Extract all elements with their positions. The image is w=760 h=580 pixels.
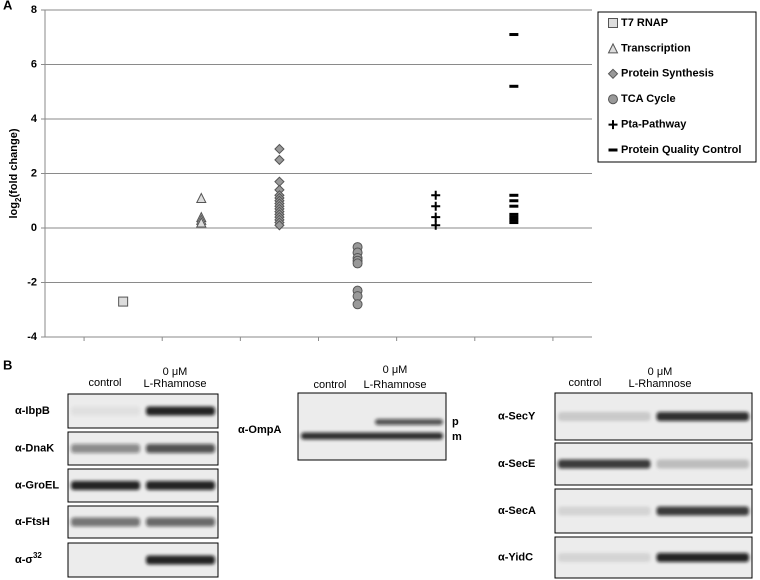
lane-header: L-Rhamnose — [144, 378, 207, 390]
blot-band — [146, 517, 215, 527]
y-tick-label: 2 — [31, 167, 37, 179]
blot-band — [375, 419, 443, 425]
blot-band — [656, 553, 749, 562]
blot-band — [71, 517, 140, 527]
legend-label: Pta-Pathway — [621, 119, 687, 131]
legend-label: T7 RNAP — [621, 17, 668, 29]
lane-header: 0 μM — [383, 364, 408, 376]
legend-label: Protein Synthesis — [621, 68, 714, 80]
blot-band — [146, 555, 215, 565]
blot-label: α-SecY — [498, 410, 536, 422]
point — [431, 220, 441, 230]
blot-label: α-FtsH — [15, 516, 50, 528]
point — [195, 216, 207, 228]
y-tick-label: 8 — [31, 4, 37, 16]
y-axis-label: log2(fold change) — [8, 128, 23, 218]
point — [431, 212, 441, 222]
blot-band — [146, 481, 215, 490]
point — [352, 258, 363, 269]
blot-band — [558, 506, 651, 516]
blot-background — [297, 392, 447, 461]
blot-band — [301, 432, 443, 440]
blot-band — [146, 444, 215, 453]
point — [195, 192, 207, 204]
blot-label: α-DnaK — [15, 442, 54, 454]
point — [352, 299, 363, 310]
point — [274, 154, 285, 166]
panel-label: A — [3, 0, 13, 12]
y-axis-label-part: 2 — [14, 197, 23, 202]
lane-header: L-Rhamnose — [629, 378, 692, 390]
blot-label-part: α-σ — [15, 554, 33, 566]
blot-label: α-σ32 — [15, 551, 42, 566]
y-axis-label-part: log — [8, 202, 20, 219]
legend-label: TCA Cycle — [621, 93, 676, 105]
legend-marker — [608, 94, 618, 105]
y-axis-label-part: (fold change) — [8, 128, 20, 197]
band-marker: m — [452, 431, 462, 443]
lane-header: 0 μM — [163, 366, 188, 378]
y-tick-label: 6 — [31, 58, 37, 70]
blot-band — [71, 406, 140, 416]
point — [431, 201, 441, 211]
legend-box — [597, 11, 757, 163]
legend-marker — [607, 42, 619, 54]
legend-marker — [608, 120, 618, 130]
lane-header: control — [313, 379, 346, 391]
blot-label: α-OmpA — [238, 424, 281, 436]
blot-label-part: 32 — [33, 551, 42, 560]
blot-band — [71, 481, 140, 490]
blot-band — [656, 412, 749, 421]
blot-label: α-SecA — [498, 505, 536, 517]
blot-band — [558, 412, 651, 421]
blot-label: α-IbpB — [15, 405, 50, 417]
panel-label: B — [3, 357, 12, 372]
point — [274, 220, 285, 231]
lane-header: L-Rhamnose — [364, 379, 427, 391]
blot-band — [558, 459, 651, 469]
point — [274, 143, 285, 155]
blot-band — [71, 444, 140, 453]
blot-band — [656, 459, 749, 469]
legend-label: Transcription — [621, 42, 691, 54]
point — [118, 296, 129, 307]
band-marker: p — [452, 416, 459, 428]
y-tick-label: 0 — [31, 222, 37, 234]
y-tick-label: -4 — [27, 331, 38, 343]
point — [431, 190, 441, 200]
legend-label: Protein Quality Control — [621, 144, 741, 156]
blot-background — [67, 393, 219, 429]
blot-band — [558, 553, 651, 562]
point — [352, 291, 363, 302]
blot-band — [656, 506, 749, 516]
lane-header: 0 μM — [648, 366, 673, 378]
blot-label: α-GroEL — [15, 479, 59, 491]
blot-band — [146, 406, 215, 416]
lane-header: control — [88, 377, 121, 389]
y-tick-label: -2 — [27, 276, 37, 288]
blot-label: α-SecE — [498, 458, 535, 470]
legend-marker — [608, 18, 618, 28]
blot-label: α-YidC — [498, 551, 533, 563]
legend-marker — [607, 68, 619, 80]
y-tick-label: 4 — [31, 113, 38, 125]
lane-header: control — [568, 377, 601, 389]
